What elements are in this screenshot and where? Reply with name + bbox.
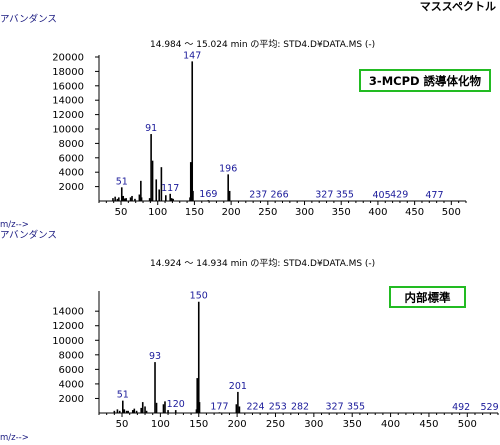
spectrum-header: 14.984 ～ 15.024 min の平均: STD4.D¥DATA.MS … xyxy=(150,38,375,50)
x-tick-label: 250 xyxy=(258,207,277,218)
y-tick-label: 14000 xyxy=(52,96,84,107)
y-tick-label: 12000 xyxy=(52,321,84,332)
spectrum-header: 14.924 ～ 14.934 min の平均: STD4.D¥DATA.MS … xyxy=(150,257,375,269)
peak-label: 147 xyxy=(183,50,201,61)
x-tick-label: 150 xyxy=(189,419,208,430)
x-tick-label: 50 xyxy=(115,207,128,218)
peak-label: 405 xyxy=(373,190,391,201)
x-axis-label: m/z--> xyxy=(0,220,29,230)
x-tick-label: 200 xyxy=(228,419,247,430)
peak-label: 51 xyxy=(116,176,128,187)
x-tick-label: 250 xyxy=(266,419,285,430)
x-tick-label: 450 xyxy=(405,207,424,218)
x-tick-label: 100 xyxy=(151,419,170,430)
y-tick-label: 4000 xyxy=(59,168,84,179)
peak-label: 51 xyxy=(117,390,129,401)
y-axis-label: アバンダンス xyxy=(0,13,57,25)
peak-label: 169 xyxy=(199,189,217,200)
y-tick-label: 10000 xyxy=(52,125,84,136)
annotation-box xyxy=(359,69,491,92)
x-tick-label: 500 xyxy=(458,419,477,430)
peak-label: 529 xyxy=(480,402,498,413)
peak-label: 477 xyxy=(425,190,443,201)
x-tick-label: 200 xyxy=(222,207,241,218)
peak-label: 150 xyxy=(190,291,208,302)
peak-label: 429 xyxy=(390,190,408,201)
peak-label: 355 xyxy=(336,190,354,201)
x-tick-label: 100 xyxy=(148,207,167,218)
y-tick-label: 8000 xyxy=(59,139,84,150)
x-tick-label: 300 xyxy=(304,419,323,430)
y-tick-label: 14000 xyxy=(52,307,84,318)
y-tick-label: 12000 xyxy=(52,110,84,121)
x-tick-label: 150 xyxy=(185,207,204,218)
x-tick-label: 50 xyxy=(116,419,129,430)
y-axis-label: アバンダンス xyxy=(0,229,57,241)
x-tick-label: 450 xyxy=(419,419,438,430)
y-tick-label: 6000 xyxy=(59,365,84,376)
x-tick-label: 300 xyxy=(295,207,314,218)
peak-label: 355 xyxy=(347,402,365,413)
x-tick-label: 500 xyxy=(442,207,461,218)
x-tick-label: 400 xyxy=(381,419,400,430)
peak-label: 492 xyxy=(452,402,470,413)
peak-label: 282 xyxy=(291,402,309,413)
y-tick-label: 4000 xyxy=(59,379,84,390)
peak-label: 237 xyxy=(249,190,267,201)
peak-label: 253 xyxy=(269,402,287,413)
peak-label: 266 xyxy=(270,190,288,201)
y-tick-label: 16000 xyxy=(52,81,84,92)
peak-label: 177 xyxy=(210,401,228,412)
peak-label: 224 xyxy=(246,402,264,413)
x-axis-label: m/z--> xyxy=(0,433,29,443)
peak-label: 327 xyxy=(325,402,343,413)
annotation-box xyxy=(389,286,466,308)
peak-label: 196 xyxy=(219,163,237,174)
x-tick-label: 350 xyxy=(343,419,362,430)
peak-label: 201 xyxy=(229,381,247,392)
peak-label: 91 xyxy=(145,123,157,134)
y-tick-label: 2000 xyxy=(59,394,84,405)
peak-label: 117 xyxy=(161,183,179,194)
page-title: マススペクトル xyxy=(420,0,496,13)
y-tick-label: 2000 xyxy=(59,182,84,193)
peak-label: 93 xyxy=(149,351,161,362)
y-tick-label: 20000 xyxy=(52,53,84,64)
annotation-label: 3-MCPD 誘導体化物 xyxy=(369,74,482,88)
spectrum-panel-bottom: アバンダンス 14.924 ～ 14.934 min の平均: STD4.D¥DA… xyxy=(0,229,499,443)
x-tick-label: 400 xyxy=(368,207,387,218)
y-tick-label: 10000 xyxy=(52,336,84,347)
y-tick-label: 18000 xyxy=(52,67,84,78)
peak-label: 327 xyxy=(315,190,333,201)
peak-label: 120 xyxy=(167,399,185,410)
annotation-label: 内部標準 xyxy=(405,291,451,305)
y-tick-label: 8000 xyxy=(59,350,84,361)
y-tick-label: 6000 xyxy=(59,153,84,164)
spectrum-panel-top: アバンダンス 14.984 ～ 15.024 min の平均: STD4.D¥DA… xyxy=(0,13,491,230)
x-tick-label: 350 xyxy=(332,207,351,218)
